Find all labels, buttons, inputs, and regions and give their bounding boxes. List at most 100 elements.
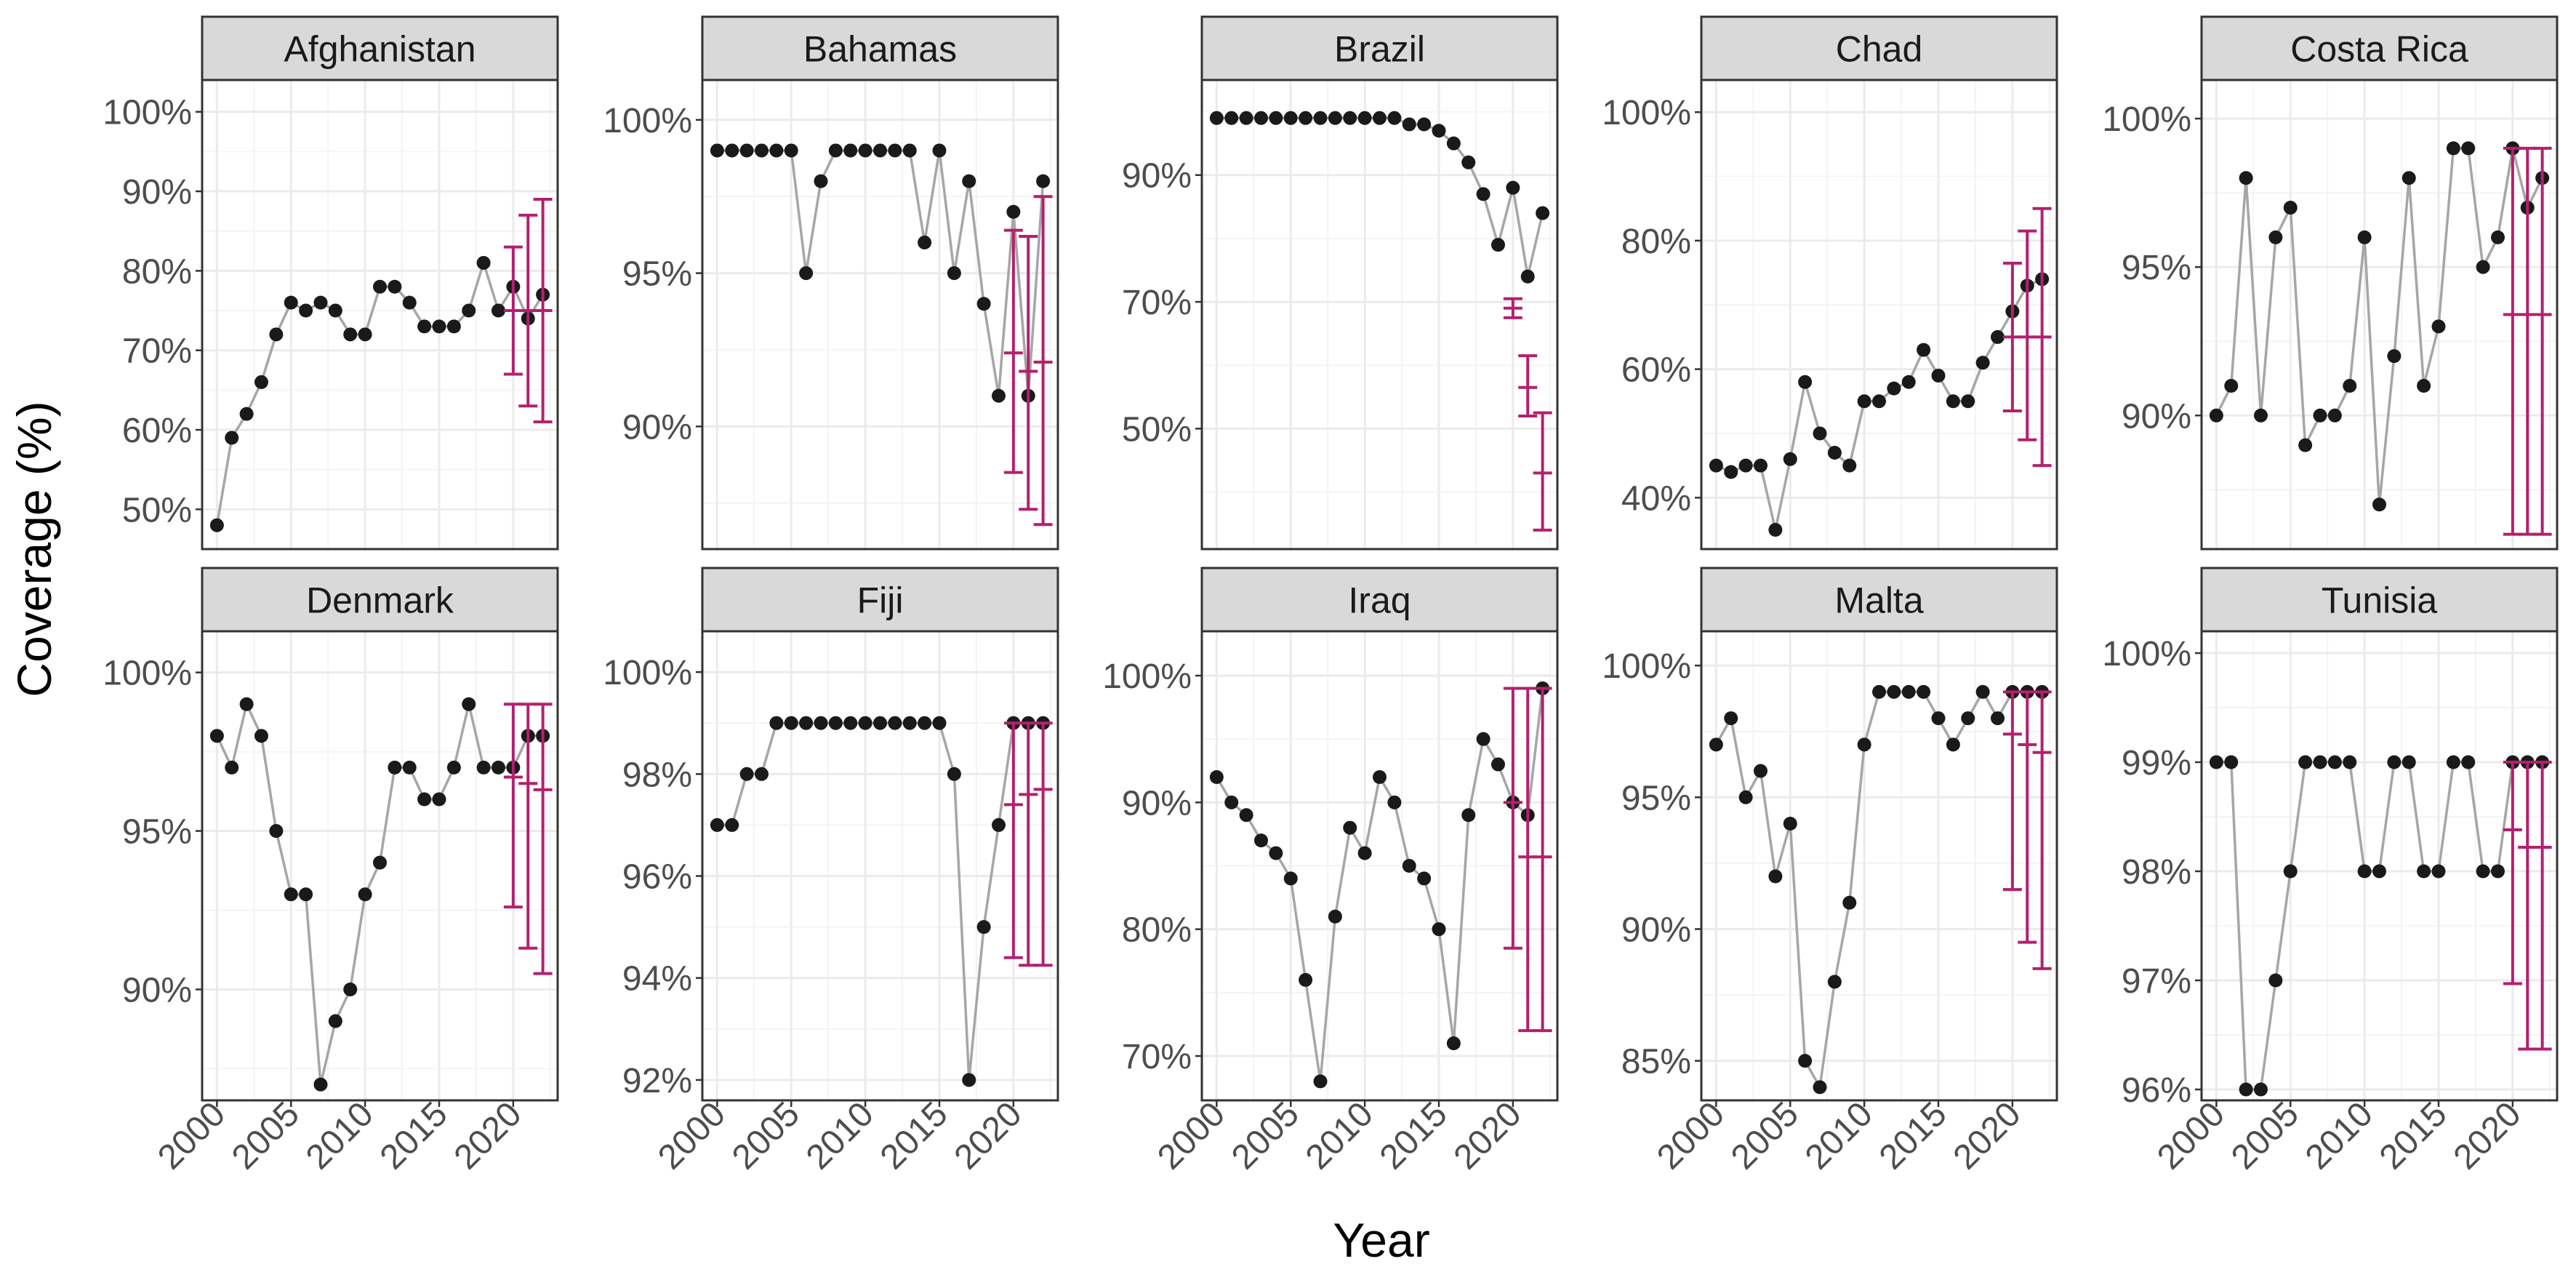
- y-tick-label: 100%: [1602, 647, 1691, 686]
- y-tick-label: 90%: [1122, 157, 1192, 196]
- y-tick-label: 95%: [622, 255, 692, 294]
- facet-strip-label: Malta: [1834, 580, 1923, 621]
- data-point: [239, 407, 254, 421]
- data-point: [1754, 764, 1768, 778]
- y-tick-label: 100%: [603, 102, 692, 140]
- facet-strip: [1700, 567, 2058, 633]
- y-axis-title: Coverage (%): [7, 401, 61, 697]
- data-point: [888, 143, 902, 158]
- data-point: [828, 143, 843, 158]
- data-point: [1961, 394, 1975, 409]
- data-point: [2446, 755, 2460, 769]
- data-point: [1520, 269, 1535, 284]
- data-point: [947, 266, 961, 281]
- y-tick-label: 96%: [622, 858, 692, 897]
- data-point: [1991, 329, 2005, 344]
- data-point: [1328, 909, 1342, 924]
- y-tick-label: 80%: [1621, 223, 1691, 261]
- facet-strip: [701, 567, 1059, 633]
- data-point: [1506, 180, 1520, 195]
- data-point: [1917, 684, 1931, 699]
- data-point: [1931, 368, 1946, 383]
- y-tick-label: 92%: [622, 1062, 692, 1100]
- data-point: [1328, 111, 1342, 125]
- data-point: [1754, 458, 1768, 473]
- data-point: [343, 327, 358, 342]
- data-point: [1343, 111, 1357, 125]
- y-tick-label: 97%: [2122, 962, 2191, 1001]
- data-point: [1387, 111, 1402, 125]
- data-point: [491, 760, 505, 775]
- data-point: [432, 319, 446, 334]
- panel-bahamas: 90% 95% 100% Bahamas: [603, 15, 1059, 551]
- data-point: [2461, 141, 2476, 156]
- y-tick-label: 70%: [1122, 1038, 1192, 1076]
- data-point: [2298, 755, 2313, 769]
- data-point: [1961, 711, 1975, 726]
- facet-strip: [201, 567, 559, 633]
- facet-strip-label: Bahamas: [803, 29, 957, 70]
- data-point: [1738, 790, 1753, 804]
- data-point: [209, 518, 224, 532]
- data-point: [918, 716, 932, 730]
- facet-strip: [2200, 567, 2559, 633]
- data-point: [225, 431, 239, 445]
- errorbar: [1518, 354, 1538, 417]
- data-point: [1946, 394, 1960, 409]
- data-point: [1491, 238, 1505, 252]
- data-point: [2387, 349, 2402, 364]
- facet-strip: [201, 15, 559, 81]
- data-point: [299, 303, 313, 318]
- facet-strip: [701, 15, 1059, 81]
- data-point: [2209, 408, 2223, 423]
- facet-strip: [1200, 15, 1559, 81]
- data-point: [2431, 319, 2446, 334]
- data-point: [209, 729, 224, 743]
- data-point: [2283, 864, 2298, 879]
- facet-panels: 50% 60% 70% 80% 90% 100% Afghanistan 90% 95% 100%…: [103, 15, 2559, 1177]
- data-point: [1313, 1074, 1328, 1089]
- data-point: [446, 319, 461, 334]
- y-tick-label: 94%: [622, 960, 692, 999]
- data-point: [1373, 769, 1387, 784]
- data-point: [1446, 136, 1461, 151]
- data-point: [1827, 445, 1842, 460]
- data-point: [932, 716, 947, 730]
- y-tick-label: 100%: [1602, 94, 1691, 132]
- data-point: [432, 792, 446, 807]
- facet-strip-label: Afghanistan: [284, 29, 476, 70]
- data-point: [1283, 871, 1298, 886]
- y-tick-label: 50%: [1122, 410, 1192, 449]
- data-point: [328, 1014, 342, 1028]
- data-point: [1417, 117, 1432, 132]
- y-tick-label: 80%: [1122, 911, 1192, 950]
- data-point: [739, 767, 754, 781]
- data-point: [1461, 808, 1476, 823]
- data-point: [1842, 458, 1857, 473]
- data-point: [2402, 171, 2416, 185]
- data-point: [1299, 111, 1313, 125]
- data-point: [1724, 465, 1738, 479]
- data-point: [1343, 820, 1357, 835]
- errorbar: [533, 703, 553, 975]
- data-point: [1901, 375, 1916, 389]
- y-tick-label: 100%: [2102, 100, 2191, 139]
- data-point: [462, 303, 476, 318]
- y-tick-label: 100%: [1102, 657, 1192, 696]
- data-point: [2476, 260, 2490, 274]
- data-point: [888, 716, 902, 730]
- data-point: [2224, 755, 2239, 769]
- data-point: [755, 143, 769, 158]
- y-tick-label: 90%: [1621, 911, 1691, 949]
- panel-background: [2202, 80, 2557, 549]
- data-point: [1432, 922, 1446, 937]
- y-tick-label: 96%: [2122, 1071, 2191, 1110]
- data-point: [269, 327, 284, 342]
- data-point: [1313, 111, 1328, 125]
- data-point: [254, 375, 268, 389]
- data-point: [858, 716, 872, 730]
- y-tick-label: 90%: [622, 408, 692, 447]
- y-tick-label: 100%: [103, 655, 192, 693]
- data-point: [1254, 833, 1268, 848]
